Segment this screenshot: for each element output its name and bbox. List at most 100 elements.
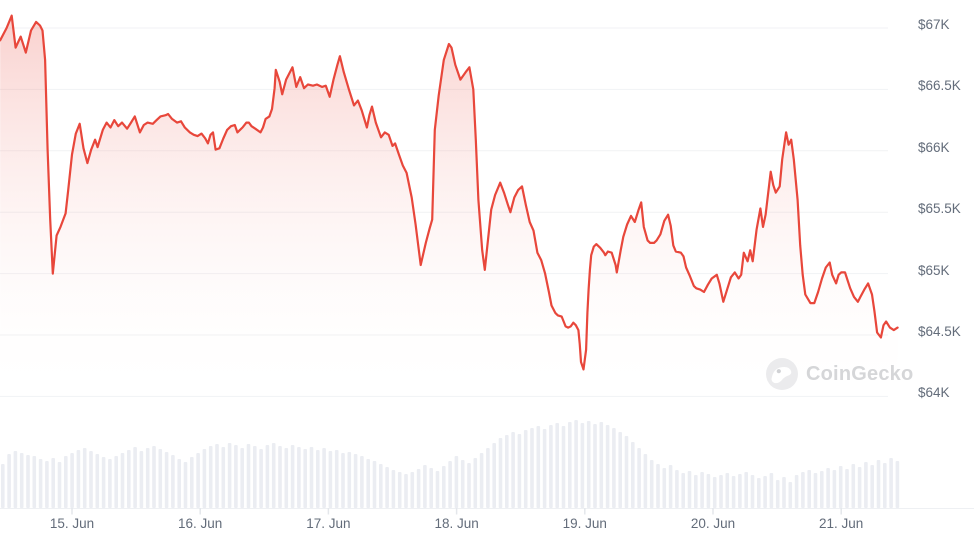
volume-bar: [473, 458, 478, 508]
volume-bar: [694, 475, 698, 508]
volume-bar: [397, 472, 402, 508]
y-axis-label: $64.5K: [918, 324, 961, 339]
volume-bar: [309, 447, 314, 508]
y-axis-label: $64K: [918, 385, 950, 401]
volume-bar: [76, 450, 81, 508]
volume-bar: [347, 452, 352, 508]
x-axis-label: 18. Jun: [434, 516, 479, 531]
volume-bars: [1, 420, 900, 508]
volume-bar: [763, 476, 767, 508]
volume-bar: [297, 447, 301, 508]
volume-bar: [360, 456, 364, 508]
volume-bar: [454, 456, 459, 508]
price-line: [0, 14, 899, 371]
volume-bar: [832, 470, 837, 508]
volume-bar: [864, 462, 868, 508]
volume-bar: [568, 422, 572, 508]
volume-bar: [127, 450, 131, 508]
volume-bar: [599, 422, 604, 508]
volume-bar: [757, 478, 761, 508]
volume-bar: [429, 468, 433, 508]
x-axis-ticks: [0, 508, 974, 515]
volume-bar: [895, 461, 900, 508]
volume-bar: [284, 448, 289, 508]
volume-bar: [290, 445, 295, 508]
volume-bar: [687, 471, 692, 508]
volume-bar: [259, 449, 263, 508]
x-axis-label: 17. Jun: [306, 516, 351, 531]
volume-bar: [700, 472, 704, 508]
volume-bar: [448, 461, 452, 508]
volume-bar: [750, 475, 755, 508]
volume-bar: [662, 468, 667, 508]
volume-bar: [738, 474, 742, 508]
price-area: [0, 15, 898, 400]
volume-bar: [51, 458, 55, 508]
volume-bar: [580, 423, 585, 508]
volume-bar: [190, 457, 194, 508]
volume-bar: [133, 447, 137, 508]
volume-bar: [19, 453, 24, 508]
volume-bar: [637, 448, 641, 508]
volume-bar: [26, 455, 30, 508]
volume-bar: [675, 470, 679, 508]
volume-bar: [889, 458, 893, 508]
volume-bar: [523, 430, 528, 508]
volume-bar: [246, 444, 251, 508]
volume-bar: [82, 448, 87, 508]
volume-bar: [668, 465, 673, 508]
volume-bar: [120, 453, 125, 508]
volume-bar: [712, 477, 717, 508]
volume-bar: [593, 424, 597, 508]
volume-bar: [253, 446, 257, 508]
x-axis-label: 15. Jun: [49, 516, 95, 531]
volume-bar: [366, 459, 370, 508]
volume-bar: [555, 423, 559, 508]
volume-bar: [353, 454, 358, 508]
volume-bar: [202, 449, 207, 508]
volume-bar: [517, 434, 522, 508]
y-axis-label: $65.5K: [918, 201, 961, 217]
volume-bar: [612, 428, 616, 508]
volume-bar: [744, 472, 748, 508]
volume-bar: [467, 463, 471, 508]
volume-bar: [410, 472, 415, 508]
volume-bar: [681, 473, 685, 508]
volume-bar: [101, 457, 106, 508]
volume-bar: [649, 460, 654, 508]
volume-bar: [643, 454, 648, 508]
volume-bar: [89, 451, 93, 508]
volume-bar: [851, 464, 856, 508]
x-axis-label: 20. Jun: [690, 516, 736, 531]
x-axis-label: 19. Jun: [562, 516, 607, 531]
volume-bar: [826, 468, 830, 508]
volume-bar: [530, 428, 534, 508]
volume-bar: [95, 454, 100, 508]
volume-bar: [152, 446, 156, 508]
volume-bar: [32, 456, 37, 508]
volume-bar: [536, 426, 541, 508]
volume-bar: [586, 421, 591, 508]
price-polyline: [0, 14, 899, 371]
volume-bar: [70, 453, 74, 508]
volume-bar: [372, 461, 377, 508]
volume-bar: [177, 459, 181, 508]
volume-bar: [870, 465, 874, 508]
volume-bar: [838, 466, 843, 508]
volume-bar: [725, 473, 730, 508]
volume-bar: [542, 429, 547, 508]
volume-bar: [240, 448, 244, 508]
volume-bar: [788, 482, 793, 508]
volume-bar: [505, 435, 509, 508]
volume-bar: [183, 462, 188, 508]
y-axis-label: $67K: [918, 17, 950, 32]
volume-bar: [164, 452, 169, 508]
volume-bar: [278, 446, 282, 508]
volume-bar: [303, 449, 307, 508]
volume-bar: [479, 453, 484, 508]
volume-bar: [561, 426, 566, 508]
volume-bar: [145, 448, 150, 508]
volume-bar: [574, 420, 578, 508]
volume-bar: [435, 471, 440, 508]
